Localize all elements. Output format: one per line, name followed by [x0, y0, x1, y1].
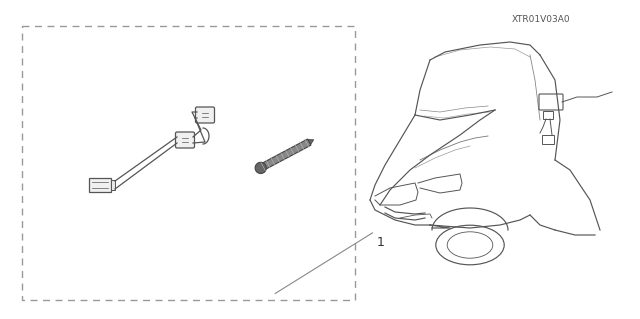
- FancyBboxPatch shape: [195, 107, 214, 123]
- Polygon shape: [308, 140, 314, 145]
- FancyBboxPatch shape: [111, 180, 115, 190]
- Ellipse shape: [255, 162, 266, 174]
- Bar: [22, 26, 355, 300]
- Polygon shape: [259, 139, 311, 171]
- FancyBboxPatch shape: [175, 132, 195, 148]
- FancyBboxPatch shape: [89, 178, 111, 192]
- Text: 1: 1: [376, 236, 384, 249]
- Text: XTR01V03A0: XTR01V03A0: [511, 15, 570, 24]
